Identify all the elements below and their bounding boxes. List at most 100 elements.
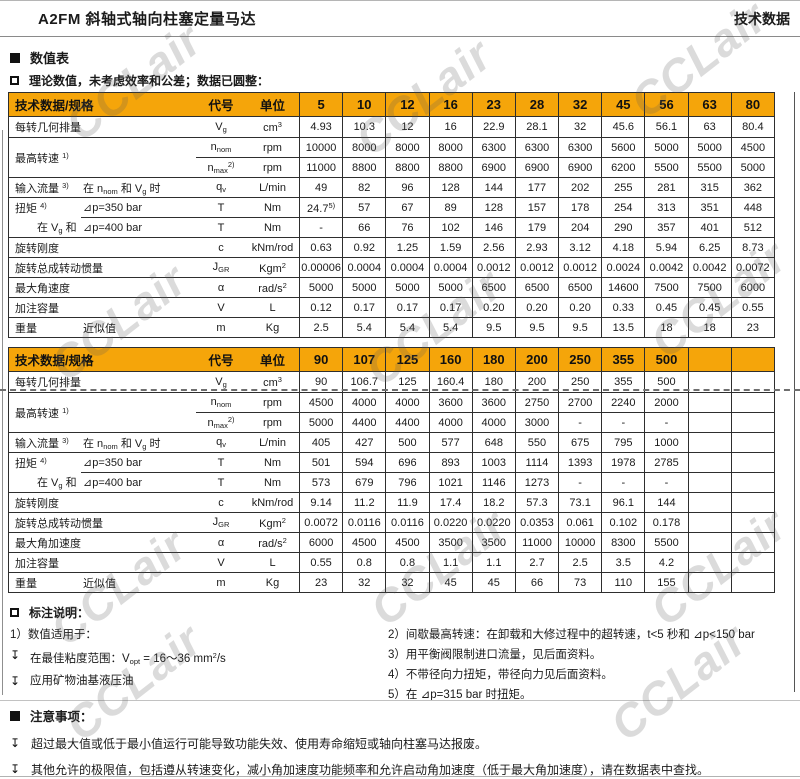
spec-table-2: 技术数据/规格 代号 单位 90 107 125 160 180 200 250 355 500 每转几…: [8, 347, 775, 593]
notice-heading: 注意事项：: [30, 710, 93, 724]
row-label: 最大角加速度: [9, 532, 197, 552]
data-cell: 577: [428, 432, 472, 452]
data-cell: 8300: [601, 532, 645, 552]
data-cell: 427: [342, 432, 386, 452]
data-cell: 82: [342, 177, 386, 197]
table-row: 最高转速 1) nnom rpm 10000 8000 8000 8000 6300 6300 6…: [9, 137, 774, 165]
data-cell: 0.0116: [342, 512, 386, 532]
row-label: 旋转总成转动惯量: [9, 257, 197, 277]
column-header-size: 10: [342, 93, 386, 117]
data-cell: 0.0004: [428, 257, 472, 277]
data-cell: 550: [514, 432, 559, 452]
data-cell: [687, 492, 731, 512]
data-cell: 0.178: [644, 512, 688, 532]
data-cell: 4400: [342, 412, 386, 432]
legend-heading-row: 标注说明：: [10, 604, 790, 621]
data-cell: 157: [514, 197, 559, 217]
data-cell: 675: [558, 432, 602, 452]
code-cell: Vg: [215, 375, 227, 389]
data-cell: 10000: [558, 532, 602, 552]
data-cell: 200: [514, 372, 558, 392]
technical-data-table: 技术数据/规格 代号 单位 5 10 12 16 23 28 32 45 56 63 80 每转几何排量 Vg…: [8, 92, 775, 338]
data-cell: 11000: [299, 157, 343, 177]
black-square-icon: [10, 52, 20, 63]
data-cell: 8000: [428, 137, 472, 157]
data-cell: 696: [385, 452, 429, 472]
data-cell: 2000: [644, 392, 688, 412]
row-label: 最大角速度: [9, 277, 197, 297]
column-header-size: 180: [471, 348, 515, 372]
data-cell: 80.4: [730, 117, 774, 137]
column-header-size: 56: [644, 93, 688, 117]
data-cell: 1.1: [471, 552, 515, 572]
data-cell: 1.1: [428, 552, 472, 572]
data-cell: 96: [385, 177, 429, 197]
data-cell: 0.102: [601, 512, 645, 532]
data-cell: [687, 432, 731, 452]
data-cell: [730, 472, 774, 492]
table-row: 每转几何排量 Vg cm3 90 106.7 125 160.4 180 200 250 355 50…: [9, 372, 774, 392]
data-cell: 128: [471, 197, 515, 217]
data-cell: 1393: [558, 452, 602, 472]
data-cell: 1021: [428, 472, 472, 492]
data-cell: 144: [471, 177, 515, 197]
column-header-spec: 技术数据/规格: [9, 348, 197, 372]
data-cell: 32: [342, 572, 386, 592]
table-row: 旋转刚度 c kNm/rod 0.63 0.92 1.25 1.59 2.56 2.93 3.12…: [9, 237, 774, 257]
column-header-spec: 技术数据/规格: [9, 93, 197, 117]
data-cell: 362: [730, 177, 774, 197]
data-cell: 6500: [514, 277, 559, 297]
data-cell: 5600: [601, 137, 645, 157]
data-cell: 2.93: [514, 237, 559, 257]
data-cell: 1.59: [428, 237, 472, 257]
data-cell: 5500: [644, 157, 688, 177]
code-cell: T: [196, 197, 247, 217]
data-cell: 573: [299, 472, 343, 492]
column-header-size: 250: [558, 348, 602, 372]
data-cell: [730, 492, 774, 512]
data-cell: 5500: [687, 157, 731, 177]
data-cell: 3600: [471, 392, 515, 412]
data-cell: 63: [687, 117, 731, 137]
data-cell: 512: [730, 217, 774, 237]
column-header-size: 5: [299, 93, 343, 117]
data-cell: 45: [428, 572, 472, 592]
row-label: 输入流量 3): [9, 432, 81, 452]
data-cell: 0.45: [644, 297, 688, 317]
table-row: 扭矩 4) ⊿p=350 bar T Nm 24.75) 57 67 89 128 157 178 2…: [9, 197, 774, 217]
table-row: 加注容量 V L 0.12 0.17 0.17 0.17 0.20 0.20 0.20 0.33 0.…: [9, 297, 774, 317]
row-label: 扭矩 4): [9, 452, 81, 472]
legend-item: 2）间歇最高转速：在卸载和大修过程中的超转速，t<5 秒和 ⊿p<150 bar: [388, 629, 755, 641]
code-cell: T: [196, 217, 247, 237]
data-cell: 5000: [385, 277, 429, 297]
data-cell: 0.0004: [342, 257, 386, 277]
data-cell: 1978: [601, 452, 645, 472]
data-cell: [730, 532, 774, 552]
data-cell: 3500: [428, 532, 472, 552]
unit-cell: L/min: [246, 432, 300, 452]
table-row: 加注容量 V L 0.55 0.8 0.8 1.1 1.1 2.7 2.5 3.5 4.2: [9, 552, 774, 572]
data-cell: 7500: [687, 277, 731, 297]
data-cell: 0.17: [428, 297, 472, 317]
data-cell: 5000: [644, 137, 688, 157]
data-cell: 202: [558, 177, 602, 197]
table-row: 重量 近似值 m Kg 2.5 5.4 5.4 5.4 9.5 9.5 9.5 13.5 18 18 23: [9, 317, 774, 337]
data-cell: 0.8: [342, 552, 386, 572]
data-cell: 3500: [471, 532, 515, 552]
table-row: nmax2) rpm 5000 4400 4400 4000 4000 3000- - -: [9, 412, 774, 432]
data-cell: 18.2: [471, 492, 515, 512]
title-bar: A2FM 斜轴式轴向柱塞定量马达 技术数据: [0, 0, 800, 37]
table-row: 最高转速 1) nnom rpm 4500 4000 4000 3600 3600 2750 27…: [9, 392, 774, 420]
column-header-size: 28: [514, 93, 559, 117]
data-cell: 32: [385, 572, 429, 592]
data-cell: 6900: [558, 157, 602, 177]
code-cell: qv: [196, 177, 247, 197]
column-header-unit: 单位: [246, 348, 300, 372]
data-cell: 11000: [514, 532, 559, 552]
data-cell: 0.12: [299, 297, 343, 317]
table-row: 旋转总成转动惯量 JGR Kgm2 0.00006 0.0004 0.0004 0.0004…: [9, 257, 774, 277]
data-cell: [687, 392, 731, 412]
code-cell: JGR: [196, 512, 247, 532]
data-cell: 89: [428, 197, 472, 217]
data-cell: 250: [558, 372, 601, 392]
